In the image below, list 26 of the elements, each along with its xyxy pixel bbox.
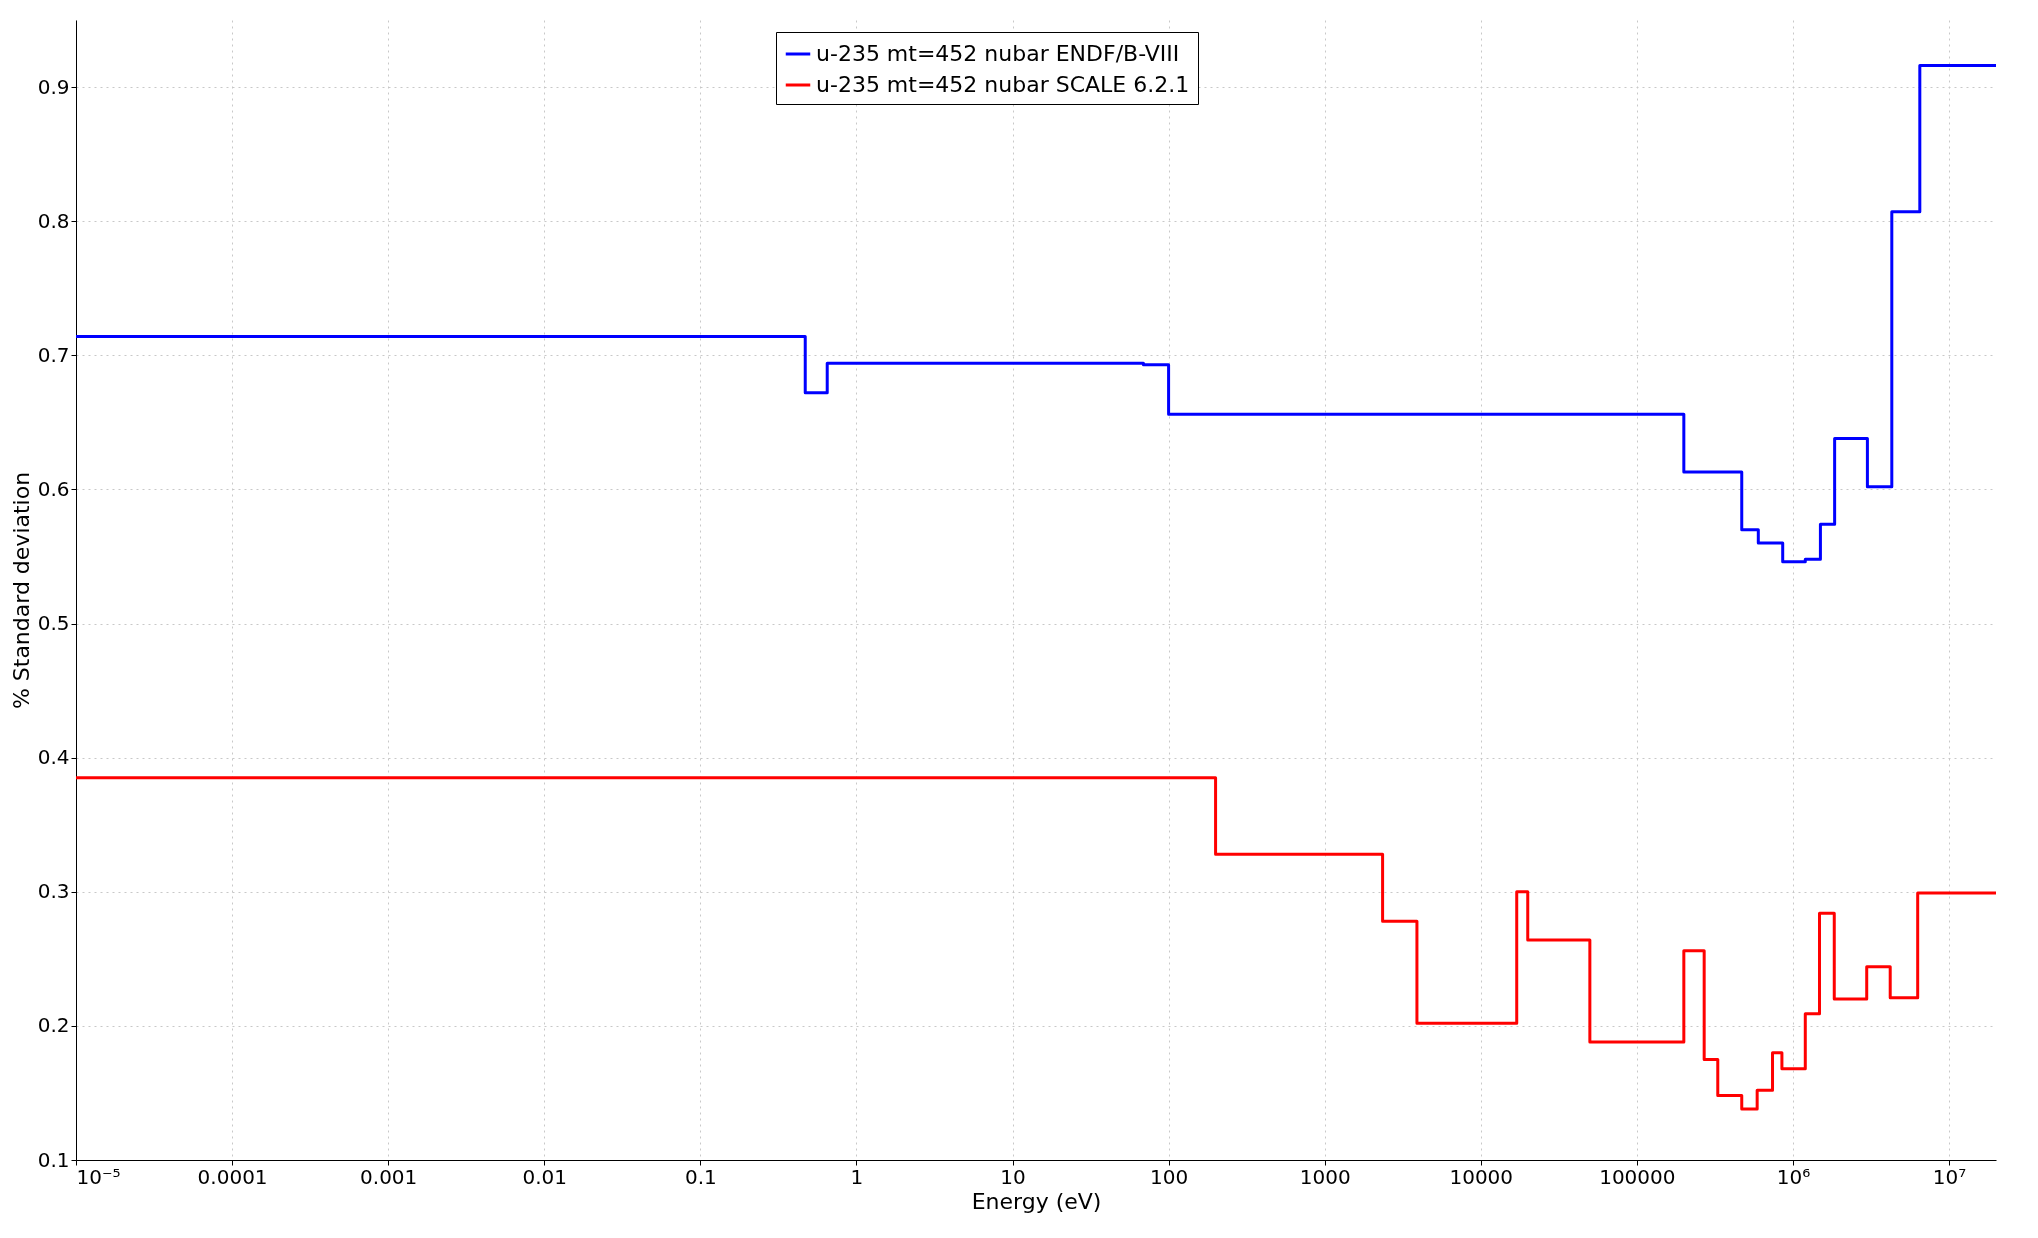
x-axis-title: Energy (eV) xyxy=(971,1188,1102,1214)
y-tick-label: 0.6 xyxy=(37,476,70,501)
y-tick-label: 0.5 xyxy=(37,611,70,636)
x-tick-label: 10⁷ xyxy=(1932,1164,1967,1189)
y-tick-label: 0.7 xyxy=(37,342,70,367)
y-tick-label: 0.2 xyxy=(37,1013,70,1038)
legend-label: u-235 mt=452 nubar ENDF/B-VIII xyxy=(816,41,1180,66)
x-tick-label: 10⁶ xyxy=(1776,1164,1811,1189)
y-tick-label: 0.3 xyxy=(37,879,70,904)
y-tick-label: 0.8 xyxy=(37,208,70,233)
x-tick-label: 1000 xyxy=(1299,1164,1351,1189)
y-tick-label: 0.9 xyxy=(37,74,70,99)
x-tick-label: 1 xyxy=(850,1164,864,1189)
x-tick-label: 100 xyxy=(1150,1164,1189,1189)
x-tick-label: 0.0001 xyxy=(197,1164,268,1189)
x-tick-label: 10000 xyxy=(1449,1164,1514,1189)
x-tick-label: 100000 xyxy=(1599,1164,1676,1189)
y-axis-title: % Standard deviation xyxy=(8,471,34,710)
y-tick-label: 0.1 xyxy=(37,1147,70,1172)
y-tick-label: 0.4 xyxy=(37,745,70,770)
x-tick-label: 0.01 xyxy=(522,1164,568,1189)
x-tick-label: 10 xyxy=(1000,1164,1026,1189)
legend-label: u-235 mt=452 nubar SCALE 6.2.1 xyxy=(816,72,1190,97)
x-tick-label: 0.001 xyxy=(360,1164,418,1189)
x-tick-label: 0.1 xyxy=(684,1164,717,1189)
x-tick-label: 10⁻⁵ xyxy=(76,1164,121,1189)
